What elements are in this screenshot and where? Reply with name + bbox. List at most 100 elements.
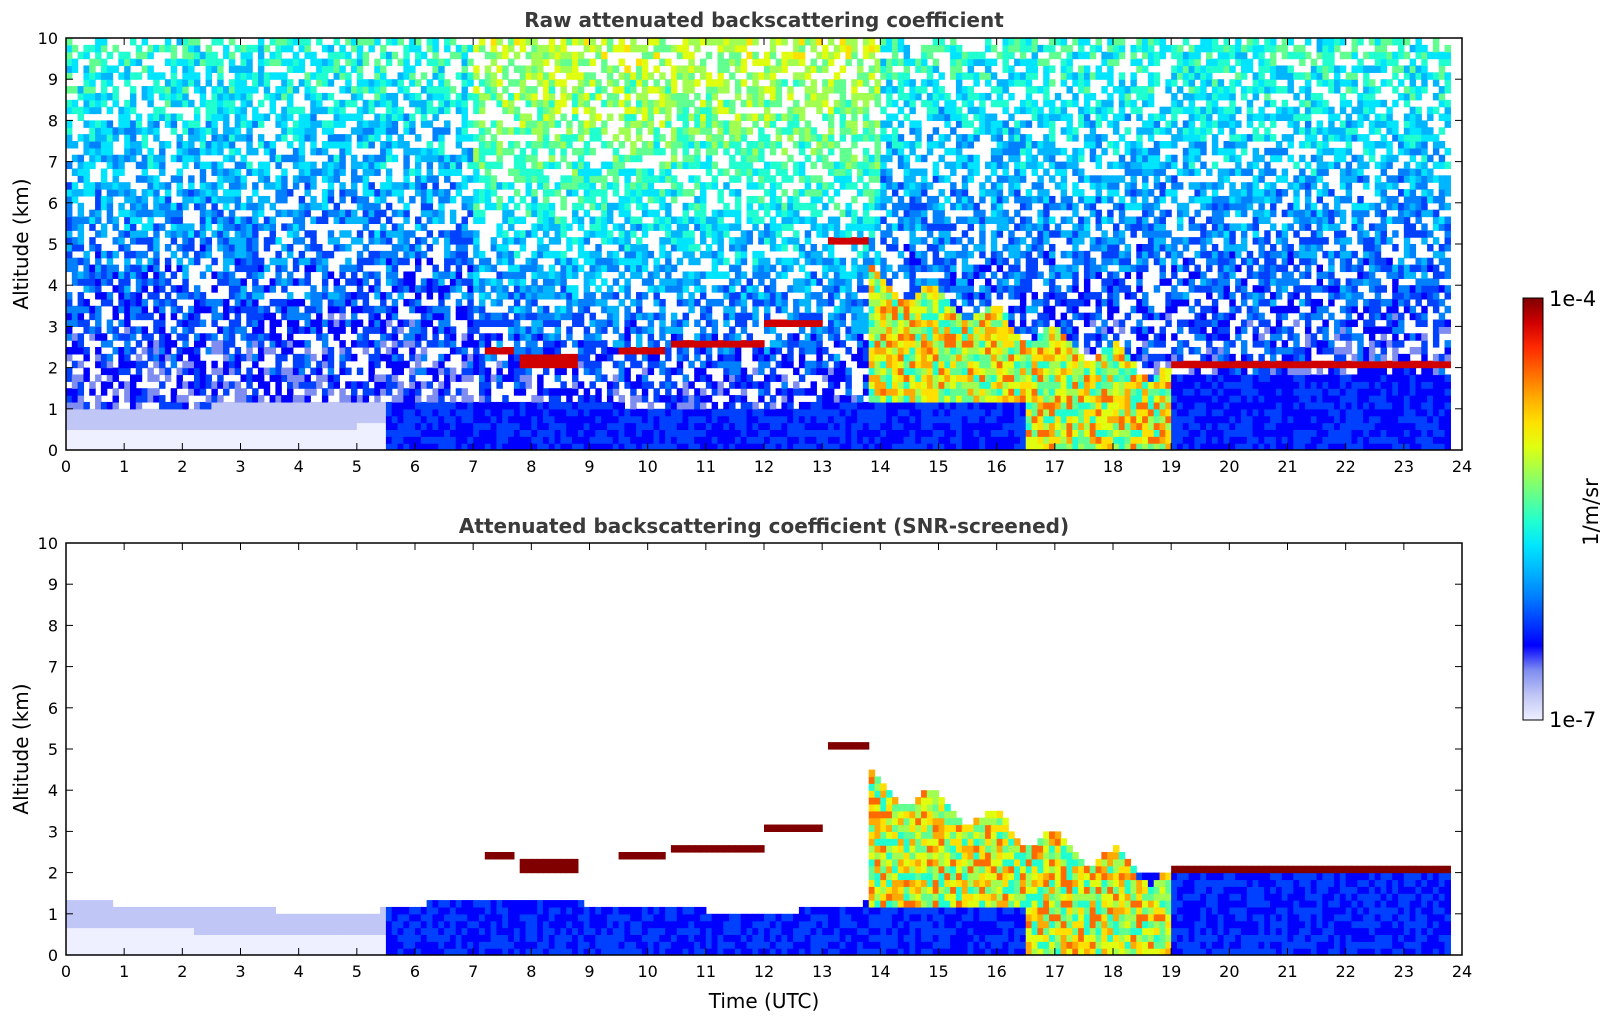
heatmap-cell xyxy=(525,415,532,424)
heatmap-cell xyxy=(438,395,445,403)
heatmap-cell xyxy=(217,92,224,101)
heatmap-cell xyxy=(193,305,201,314)
heatmap-cell xyxy=(647,127,655,135)
heatmap-cell xyxy=(351,443,358,450)
heatmap-cell xyxy=(531,141,538,149)
heatmap-cell xyxy=(176,182,183,190)
heatmap-cell xyxy=(746,292,753,300)
heatmap-cell xyxy=(287,401,294,410)
heatmap-cell xyxy=(461,147,468,156)
heatmap-cell xyxy=(83,298,90,307)
heatmap-cell xyxy=(420,72,428,80)
heatmap-cell xyxy=(641,264,649,273)
heatmap-cell xyxy=(554,79,562,87)
heatmap-cell xyxy=(665,436,672,444)
heatmap-cell xyxy=(676,244,684,252)
heatmap-cell xyxy=(77,257,85,266)
heatmap-cell xyxy=(263,147,271,156)
heatmap-cell xyxy=(670,429,678,437)
heatmap-cell xyxy=(618,415,625,424)
heatmap-cell xyxy=(368,326,375,334)
heatmap-cell xyxy=(223,51,230,60)
heatmap-cell xyxy=(374,134,381,142)
heatmap-cell xyxy=(734,209,742,218)
heatmap-cell xyxy=(566,51,573,60)
heatmap-cell xyxy=(345,422,352,430)
heatmap-cell xyxy=(705,422,713,430)
heatmap-cell xyxy=(525,99,532,108)
heatmap-cell xyxy=(385,168,393,176)
heatmap-cell xyxy=(182,319,189,327)
heatmap-cell xyxy=(304,120,311,128)
heatmap-cell xyxy=(449,436,457,444)
heatmap-cell xyxy=(496,381,503,389)
heatmap-cell xyxy=(129,154,137,163)
heatmap-cell xyxy=(147,65,154,73)
heatmap-cell xyxy=(292,223,300,231)
heatmap-cell xyxy=(362,422,370,430)
heatmap-cell xyxy=(653,388,660,396)
heatmap-cell xyxy=(688,161,695,170)
heatmap-cell xyxy=(77,292,85,300)
heatmap-cell xyxy=(641,202,649,211)
heatmap-cell xyxy=(298,422,306,430)
heatmap-cell xyxy=(636,326,643,334)
heatmap-cell xyxy=(589,44,596,53)
heatmap-cell xyxy=(211,360,218,369)
heatmap-cell xyxy=(269,154,276,163)
heatmap-cell xyxy=(659,305,666,314)
heatmap-cell xyxy=(298,340,306,348)
heatmap-cell xyxy=(66,374,73,382)
heatmap-cell xyxy=(409,367,416,376)
heatmap-cell xyxy=(83,106,90,115)
heatmap-cell xyxy=(205,422,213,430)
heatmap-cell xyxy=(339,305,346,314)
heatmap-cell xyxy=(351,298,358,307)
heatmap-cell xyxy=(606,216,614,224)
heatmap-cell xyxy=(717,44,724,53)
heatmap-cell xyxy=(310,58,317,67)
heatmap-cell xyxy=(118,209,125,218)
heatmap-cell xyxy=(723,443,730,450)
heatmap-cell xyxy=(397,237,404,245)
heatmap-cell xyxy=(83,79,90,87)
heatmap-cell xyxy=(380,147,387,156)
heatmap-cell xyxy=(705,408,713,417)
heatmap-cell xyxy=(356,257,364,266)
heatmap-cell xyxy=(211,51,218,60)
heatmap-cell xyxy=(333,99,340,108)
heatmap-cell xyxy=(548,353,556,362)
heatmap-cell xyxy=(601,319,608,327)
heatmap-cell xyxy=(618,38,625,46)
heatmap-cell xyxy=(287,340,294,348)
heatmap-cell xyxy=(513,333,521,341)
heatmap-cell xyxy=(473,147,480,156)
heatmap-cell xyxy=(66,99,73,108)
heatmap-cell xyxy=(548,285,556,293)
heatmap-cell xyxy=(764,381,771,389)
heatmap-cell xyxy=(95,51,102,60)
heatmap-cell xyxy=(670,312,678,321)
heatmap-cell xyxy=(438,360,445,369)
heatmap-cell xyxy=(409,443,416,450)
heatmap-cell xyxy=(223,353,230,362)
heatmap-cell xyxy=(740,443,748,450)
heatmap-cell xyxy=(321,168,329,176)
heatmap-cell xyxy=(252,79,259,87)
heatmap-cell xyxy=(618,141,625,149)
heatmap-cell xyxy=(159,436,166,444)
heatmap-cell xyxy=(752,347,759,355)
heatmap-cell xyxy=(473,436,480,444)
heatmap-cell xyxy=(362,305,370,314)
heatmap-cell xyxy=(636,134,643,142)
heatmap-cell xyxy=(298,147,306,156)
heatmap-cell xyxy=(316,422,323,430)
heatmap-cell xyxy=(403,65,410,73)
heatmap-cell xyxy=(205,298,213,307)
heatmap-cell xyxy=(432,44,439,53)
heatmap-cell xyxy=(700,237,707,245)
heatmap-cell xyxy=(141,141,149,149)
heatmap-cell xyxy=(432,72,439,80)
heatmap-cell xyxy=(159,278,166,286)
heatmap-cell xyxy=(217,86,224,94)
